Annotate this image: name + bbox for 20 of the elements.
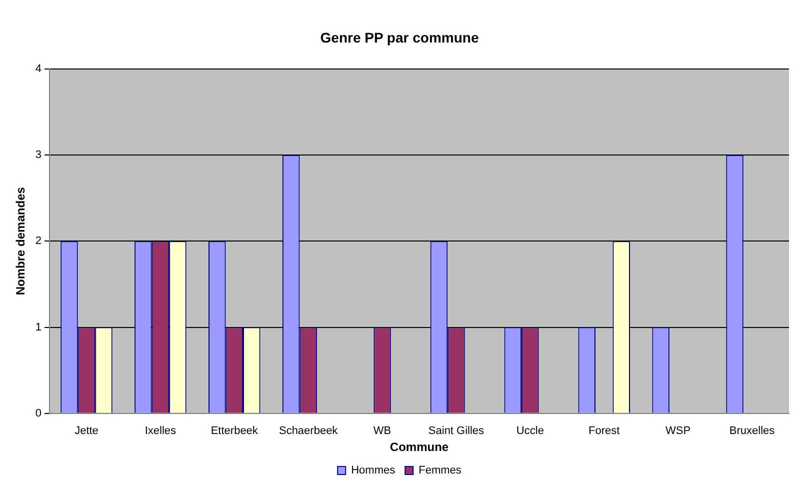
chart-title: Genre PP par commune [320, 29, 479, 46]
x-tick-label: Bruxelles [729, 425, 776, 438]
x-tick-label: WSP [666, 425, 691, 438]
y-tick-label: 4 [35, 62, 42, 75]
legend-label: Femmes [418, 464, 462, 477]
x-tick-label: Saint Gilles [428, 425, 485, 438]
x-tick-label: Ixelles [144, 425, 177, 438]
x-tick-label: Forest [588, 425, 620, 438]
y-tick-label: 0 [35, 407, 42, 420]
x-tick-label: Uccle [516, 425, 544, 438]
y-axis-title: Nombre demandes [14, 186, 28, 296]
x-axis-title: Commune [390, 440, 449, 454]
y-tick-label: 3 [35, 148, 42, 161]
x-tick-label: Jette [74, 425, 98, 438]
legend-label: Hommes [351, 464, 396, 477]
x-tick-label: Etterbeek [210, 425, 258, 438]
y-tick-label: 1 [35, 321, 42, 334]
x-tick-label: Schaerbeek [278, 425, 338, 438]
y-tick-label: 2 [35, 235, 42, 248]
x-tick-label: WB [373, 425, 392, 438]
